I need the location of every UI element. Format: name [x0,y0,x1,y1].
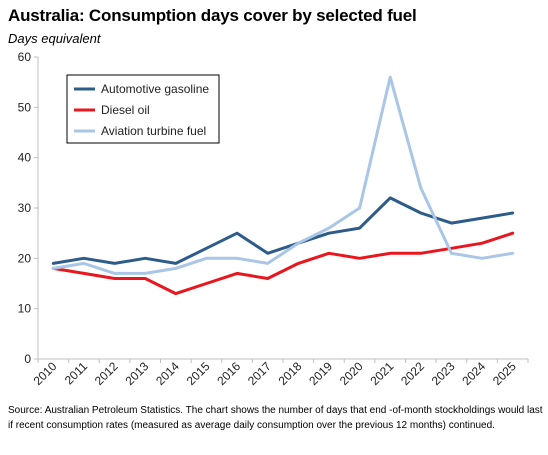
x-tick-label: 2010 [31,359,60,388]
y-tick-label: 0 [24,352,31,366]
legend-label: Diesel oil [101,103,150,117]
x-tick-label: 2014 [153,359,182,388]
y-tick-label: 60 [18,50,32,64]
x-tick-label: 2011 [62,359,90,387]
y-tick-label: 50 [18,100,32,114]
x-tick-label: 2019 [306,359,335,388]
series-line-aviation-turbine-fuel [51,75,515,275]
y-tick-label: 20 [18,251,32,265]
x-tick-label: 2022 [398,359,427,388]
x-tick-label: 2025 [490,359,519,388]
x-tick-label: 2021 [368,359,397,388]
x-tick-label: 2015 [184,359,213,388]
legend-label: Automotive gasoline [101,82,209,96]
series-line-diesel-oil [51,231,515,296]
y-tick-label: 10 [18,302,32,316]
chart-title: Australia: Consumption days cover by sel… [8,6,417,25]
x-tick-label: 2012 [92,359,121,388]
x-tick-label: 2013 [123,359,152,388]
series-layer [51,75,515,296]
x-tick-label: 2016 [214,359,243,388]
chart-subtitle: Days equivalent [8,31,101,46]
x-tick-label: 2020 [337,359,366,388]
y-tick-label: 30 [18,201,32,215]
x-tick-label: 2024 [459,359,488,388]
source-note: Source: Australian Petroleum Statistics.… [8,405,543,431]
legend: Automotive gasoline Diesel oil Aviation tu… [66,74,220,144]
legend-label: Aviation turbine fuel [101,124,206,138]
x-tick-label: 2017 [245,359,274,388]
x-tick-label: 2018 [276,359,305,388]
y-tick-label: 40 [18,151,32,165]
x-tick-label: 2023 [429,359,458,388]
